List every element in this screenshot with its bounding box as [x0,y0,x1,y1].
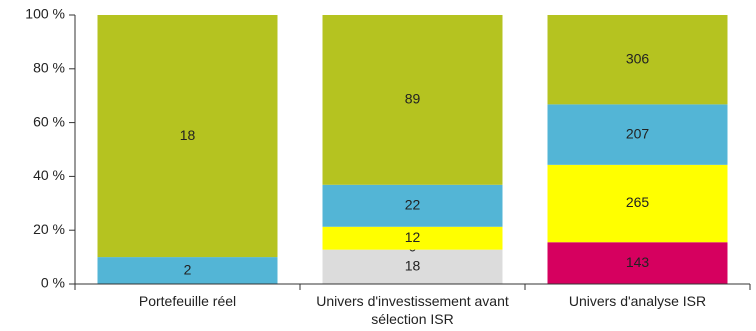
x-tick-label: Univers d'investissement avant sélection … [316,293,509,327]
bar-segment [547,164,728,243]
x-tick-label: Univers d'analyse ISR [569,293,706,309]
y-tick-label: 100 % [25,6,65,22]
bar-segment [322,15,503,185]
y-tick-label: 80 % [33,60,65,76]
data-label: 2 [184,261,192,277]
y-tick-label: 60 % [33,113,65,129]
data-label: 89 [405,91,421,107]
bar-segment [97,257,278,284]
y-tick-label: 20 % [33,221,65,237]
bar-segment [322,226,503,250]
bar-segment [547,15,728,105]
data-label: 306 [626,50,650,66]
bar-segment [322,184,503,227]
data-label: 18 [405,258,421,274]
bar-segment [547,242,728,284]
y-tick-label: 0 % [41,275,65,291]
data-label: 143 [626,254,650,270]
x-tick-label: Portefeuille réel [139,293,236,309]
bar-segment [322,249,503,284]
bar-segment [97,15,278,258]
y-tick-label: 40 % [33,167,65,183]
x-tick-label-line: Univers d'investissement avant [316,293,509,309]
x-tick-label-line: Portefeuille réel [139,293,236,309]
bar-segment [547,104,728,165]
data-label: 12 [405,229,421,245]
x-tick-label-line: sélection ISR [371,311,453,327]
data-label: 265 [626,194,650,210]
x-tick-label-line: Univers d'analyse ISR [569,293,706,309]
data-label: 18 [180,127,196,143]
data-label: 22 [405,196,421,212]
data-label: 207 [626,125,650,141]
